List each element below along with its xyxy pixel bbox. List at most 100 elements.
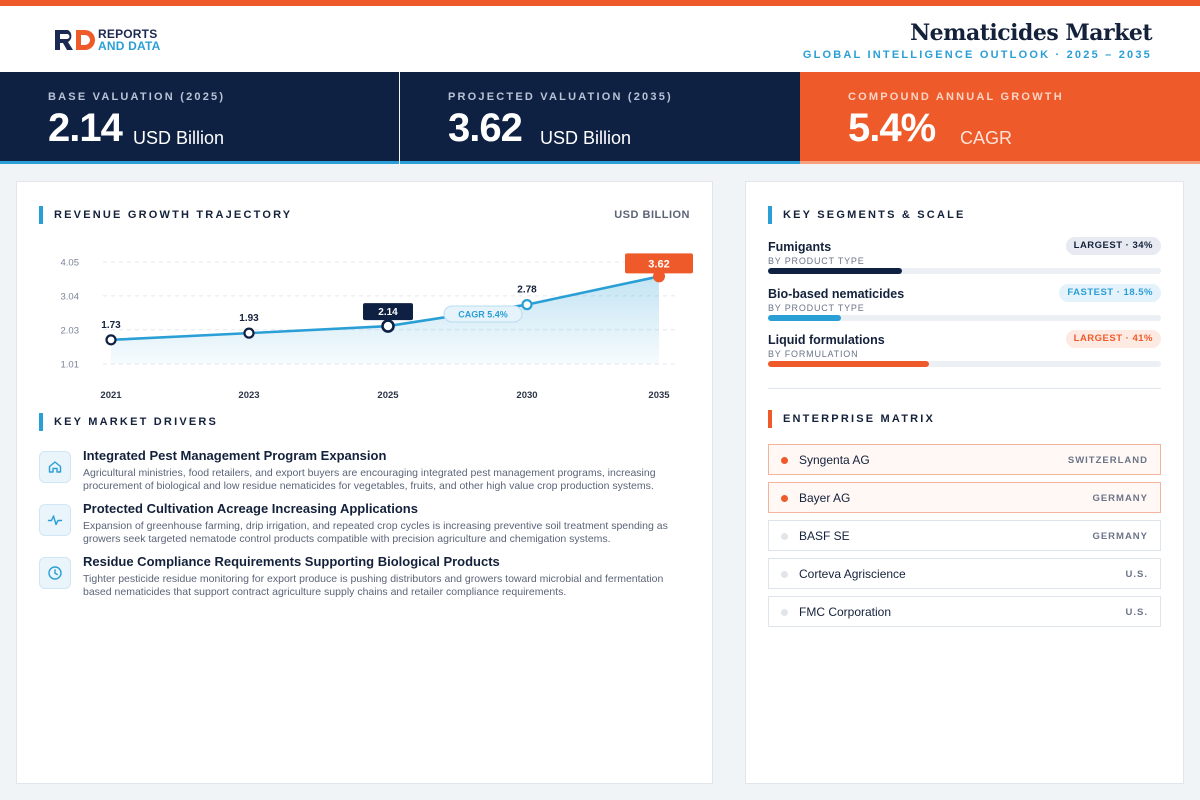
kpi-unit: USD Billion xyxy=(133,128,225,148)
drivers-section-title: KEY MARKET DRIVERS xyxy=(54,416,219,428)
data-label-box xyxy=(363,303,413,321)
driver-title: Residue Compliance Requirements Supporti… xyxy=(83,554,500,569)
section-accent xyxy=(39,413,43,431)
top-accent-bar xyxy=(0,0,1200,6)
data-point[interactable] xyxy=(521,299,533,311)
enterprise-row[interactable]: Syngenta AG SWITZERLAND xyxy=(768,444,1161,475)
status-dot xyxy=(781,609,788,616)
kpi-label: BASE VALUATION (2025) xyxy=(48,91,226,103)
enterprise-row[interactable]: BASF SE GERMANY xyxy=(768,520,1161,551)
drivers-section-header: KEY MARKET DRIVERS xyxy=(39,413,218,431)
segment-bar-track xyxy=(768,315,1161,321)
segment-category: BY PRODUCT TYPE xyxy=(768,256,865,266)
enterprise-section-header: ENTERPRISE MATRIX xyxy=(768,410,935,428)
section-accent xyxy=(768,410,772,428)
data-label-box xyxy=(625,253,693,274)
status-dot xyxy=(781,571,788,578)
left-panel: REVENUE GROWTH TRAJECTORY USD BILLION 4.… xyxy=(16,181,713,784)
x-tick-label: 2025 xyxy=(377,390,399,401)
kpi-label: COMPOUND ANNUAL GROWTH xyxy=(848,91,1064,103)
pulse-icon xyxy=(39,504,71,536)
enterprise-name: BASF SE xyxy=(799,529,850,543)
segment-bar-track xyxy=(768,268,1161,274)
data-point[interactable] xyxy=(381,319,395,333)
status-dot xyxy=(781,533,788,540)
brand-name: REPORTS AND DATA xyxy=(98,28,160,52)
rd-logo-icon xyxy=(55,30,95,50)
enterprise-row[interactable]: Bayer AG GERMANY xyxy=(768,482,1161,513)
segment-item: Liquid formulations BY FORMULATION LARGE… xyxy=(768,330,1161,377)
chart-unit-label: USD BILLION xyxy=(614,209,690,221)
data-label: 3.62 xyxy=(648,258,669,270)
driver-item: Residue Compliance Requirements Supporti… xyxy=(39,554,689,604)
revenue-section-title: REVENUE GROWTH TRAJECTORY xyxy=(54,209,293,221)
driver-item: Integrated Pest Management Program Expan… xyxy=(39,448,689,498)
segment-badge: FASTEST · 18.5% xyxy=(1059,284,1161,302)
section-accent xyxy=(768,206,772,224)
enterprise-name: Bayer AG xyxy=(799,491,851,505)
driver-item: Protected Cultivation Acreage Increasing… xyxy=(39,501,689,551)
enterprise-name: Corteva Agriscience xyxy=(799,567,906,581)
segment-item: Bio-based nematicides BY PRODUCT TYPE FA… xyxy=(768,284,1161,331)
segments-section-title: KEY SEGMENTS & SCALE xyxy=(783,209,966,221)
brand-line-1: REPORTS xyxy=(98,27,158,41)
enterprise-section-title: ENTERPRISE MATRIX xyxy=(783,413,936,425)
y-tick-label: 1.01 xyxy=(61,360,80,371)
page-subtitle: GLOBAL INTELLIGENCE OUTLOOK · 2025 – 203… xyxy=(802,49,1152,61)
kpi-unit: CAGR xyxy=(960,128,1013,148)
segments-section-header: KEY SEGMENTS & SCALE xyxy=(768,206,966,224)
segment-badge: LARGEST · 34% xyxy=(1065,237,1161,255)
kpi-base-valuation: BASE VALUATION (2025) 2.14 USD Billion xyxy=(0,72,399,164)
segment-bar-fill xyxy=(768,268,902,274)
brand-line-2: AND DATA xyxy=(98,39,161,53)
revenue-section-header: REVENUE GROWTH TRAJECTORY xyxy=(39,206,292,224)
enterprise-country: U.S. xyxy=(1125,569,1148,580)
data-label: 2.78 xyxy=(517,285,537,296)
enterprise-name: Syngenta AG xyxy=(799,453,870,467)
y-tick-label: 2.03 xyxy=(61,325,80,336)
enterprise-country: SWITZERLAND xyxy=(1067,455,1148,466)
data-point[interactable] xyxy=(105,334,117,346)
kpi-cagr: COMPOUND ANNUAL GROWTH 5.4% CAGR xyxy=(800,72,1200,164)
segment-bar-track xyxy=(768,361,1161,367)
enterprise-row[interactable]: Corteva Agriscience U.S. xyxy=(768,558,1161,589)
driver-text: Agricultural ministries, food retailers,… xyxy=(83,467,656,492)
segment-badge: LARGEST · 41% xyxy=(1065,330,1161,348)
cagr-tag xyxy=(443,305,523,323)
kpi-value: 3.62 xyxy=(448,106,523,150)
x-tick-label: 2030 xyxy=(516,390,537,401)
kpi-value: 5.4% xyxy=(848,106,936,150)
header: REPORTS AND DATA Nematicides Market GLOB… xyxy=(0,6,1200,72)
section-divider xyxy=(768,388,1161,389)
status-dot xyxy=(781,457,788,464)
driver-title: Protected Cultivation Acreage Increasing… xyxy=(83,501,418,516)
right-panel: KEY SEGMENTS & SCALE Fumigants BY PRODUC… xyxy=(745,181,1184,784)
page-title: Nematicides Market xyxy=(910,20,1152,46)
segment-item: Fumigants BY PRODUCT TYPE LARGEST · 34% xyxy=(768,237,1161,284)
kpi-unit: USD Billion xyxy=(540,128,632,148)
enterprise-country: U.S. xyxy=(1125,607,1148,618)
segment-name: Fumigants xyxy=(768,240,832,254)
segment-category: BY FORMULATION xyxy=(768,349,859,359)
cagr-tag-label: CAGR 5.4% xyxy=(458,310,508,320)
driver-text: Tighter pesticide residue monitoring for… xyxy=(83,573,664,598)
data-label: 2.14 xyxy=(378,307,398,318)
driver-title: Integrated Pest Management Program Expan… xyxy=(83,448,387,463)
data-point[interactable] xyxy=(653,270,665,283)
data-point[interactable] xyxy=(243,327,255,339)
x-tick-label: 2035 xyxy=(648,390,670,401)
home-icon xyxy=(39,451,71,483)
revenue-area xyxy=(111,276,659,364)
segment-name: Bio-based nematicides xyxy=(768,287,905,301)
section-accent xyxy=(39,206,43,224)
kpi-label: PROJECTED VALUATION (2035) xyxy=(448,91,673,103)
enterprise-country: GERMANY xyxy=(1092,531,1148,542)
y-tick-label: 4.05 xyxy=(61,258,80,269)
status-dot xyxy=(781,495,788,502)
revenue-chart[interactable]: 4.05 3.04 2.03 1.01 2021 2023 2025 2030 2035 CAG… xyxy=(47,242,697,402)
y-tick-label: 3.04 xyxy=(61,291,80,302)
kpi-value: 2.14 xyxy=(48,106,123,150)
data-label: 1.73 xyxy=(101,320,121,331)
clock-icon xyxy=(39,557,71,589)
enterprise-row[interactable]: FMC Corporation U.S. xyxy=(768,596,1161,627)
